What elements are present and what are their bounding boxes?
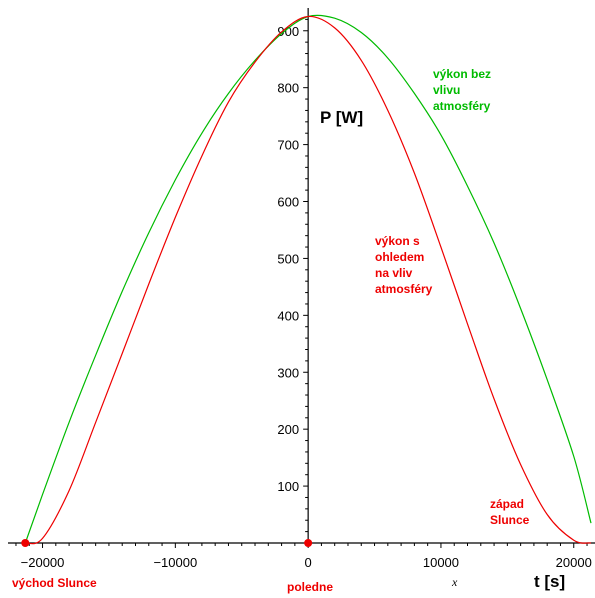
x-tick-label: 0 xyxy=(305,555,312,570)
axes xyxy=(8,8,595,544)
annotation-with-atmosphere-line: výkon s xyxy=(375,234,420,248)
x-tick-label: 20000 xyxy=(556,555,592,570)
y-tick-label: 100 xyxy=(277,479,299,494)
y-tick-label: 400 xyxy=(277,308,299,323)
annotation-no-atmosphere-line: výkon bez xyxy=(433,67,491,81)
annotation-with-atmosphere-line: na vliv xyxy=(375,266,413,280)
annotation-no-atmosphere-line: vlivu xyxy=(433,83,460,97)
y-tick-label: 800 xyxy=(277,81,299,96)
marker-point xyxy=(304,539,313,547)
x-tick-label: −10000 xyxy=(153,555,197,570)
x-axis-title: t [s] xyxy=(534,572,565,591)
series-line-red xyxy=(25,15,592,545)
annotation-sunset-line: západ xyxy=(490,497,524,511)
ticks: −20000 −10000 0 10000 20000 100 200 300 400 500 60… xyxy=(15,18,592,570)
annotations: výkon bez vlivu atmosféry výkon s ohledem na … xyxy=(12,67,530,594)
y-tick-label: 200 xyxy=(277,422,299,437)
x-tick-label: 10000 xyxy=(423,555,459,570)
y-tick-label: 500 xyxy=(277,251,299,266)
annotation-sunrise-line: východ Slunce xyxy=(12,576,97,590)
y-tick-label: 700 xyxy=(277,138,299,153)
y-tick-label: 900 xyxy=(277,24,299,39)
y-axis-title: P [W] xyxy=(320,108,363,127)
x-tick-label: −20000 xyxy=(21,555,65,570)
y-tick-label: 300 xyxy=(277,365,299,380)
labels: P [W] t [s] x xyxy=(320,108,565,591)
y-tick-label: 600 xyxy=(277,195,299,210)
series xyxy=(24,14,592,545)
points xyxy=(21,539,313,547)
annotation-with-atmosphere-line: atmosféry xyxy=(375,282,433,296)
annotation-no-atmosphere-line: atmosféry xyxy=(433,99,491,113)
annotation-with-atmosphere-line: ohledem xyxy=(375,250,424,264)
x-variable-label: x xyxy=(451,575,458,589)
marker-point xyxy=(21,539,30,547)
annotation-noon-line: poledne xyxy=(287,580,333,594)
annotation-sunset-line: Slunce xyxy=(490,513,530,527)
